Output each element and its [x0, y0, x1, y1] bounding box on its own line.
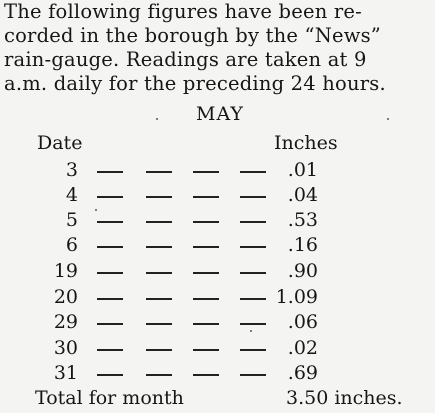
leader-dash	[240, 171, 266, 173]
leader-dash	[97, 171, 123, 173]
row-date: 20	[53, 286, 78, 308]
leader-dash	[193, 374, 219, 376]
leader-dash	[240, 349, 266, 351]
table-row: 4 .04	[0, 184, 435, 208]
total-label: Total for month	[35, 387, 184, 409]
leader-dash	[240, 374, 266, 376]
row-date: 30	[53, 337, 78, 359]
leader-dash	[240, 298, 266, 300]
leader-dash	[146, 171, 172, 173]
row-date: 4	[65, 184, 78, 206]
leader-dash	[193, 298, 219, 300]
leader-dash	[193, 221, 219, 223]
row-date: 19	[53, 260, 78, 282]
print-speck	[95, 209, 97, 211]
row-date: 6	[65, 234, 78, 256]
leader-dash	[146, 323, 172, 325]
leader-dash	[97, 349, 123, 351]
leader-dash	[193, 171, 219, 173]
row-inches: .04	[287, 184, 318, 206]
table-row: 30 .02	[0, 337, 435, 361]
leader-dash	[240, 196, 266, 198]
row-inches: .06	[287, 311, 318, 333]
intro-paragraph: The following figures have been re- cord…	[4, 0, 432, 96]
row-date: 3	[65, 159, 78, 181]
leader-dash	[240, 323, 266, 325]
table-row: 29 .06	[0, 311, 435, 335]
row-date: 31	[53, 362, 78, 384]
row-inches: .02	[287, 337, 318, 359]
leader-dash	[146, 196, 172, 198]
leader-dash	[240, 221, 266, 223]
print-speck	[387, 118, 389, 120]
leader-dash	[193, 272, 219, 274]
table-row: 5 .53	[0, 209, 435, 233]
leader-dash	[240, 272, 266, 274]
intro-line-3: rain-gauge. Readings are taken at 9	[4, 48, 367, 71]
leader-dash	[97, 298, 123, 300]
row-inches: .69	[287, 362, 318, 384]
row-date: 5	[65, 209, 78, 231]
leader-dash	[97, 221, 123, 223]
print-speck	[156, 118, 158, 120]
leader-dash	[193, 323, 219, 325]
intro-line-1: The following figures have been re-	[4, 0, 362, 23]
leader-dash	[146, 298, 172, 300]
leader-dash	[97, 246, 123, 248]
print-speck	[250, 330, 252, 332]
row-inches: .90	[287, 260, 318, 282]
table-row: 20 1.09	[0, 286, 435, 310]
date-column-header: Date	[37, 132, 83, 154]
table-row: 3 .01	[0, 159, 435, 183]
table-row: 19 .90	[0, 260, 435, 284]
leader-dash	[97, 272, 123, 274]
row-inches: .53	[287, 209, 318, 231]
leader-dash	[97, 374, 123, 376]
row-inches: .01	[287, 159, 318, 181]
leader-dash	[146, 349, 172, 351]
month-heading: MAY	[196, 103, 244, 125]
leader-dash	[240, 246, 266, 248]
intro-line-4: a.m. daily for the preceding 24 hours.	[4, 72, 386, 95]
leader-dash	[193, 349, 219, 351]
leader-dash	[193, 196, 219, 198]
row-date: 29	[53, 311, 78, 333]
leader-dash	[146, 272, 172, 274]
intro-line-2: corded in the borough by the “News”	[4, 24, 381, 47]
row-inches: .16	[287, 234, 318, 256]
inches-column-header: Inches	[274, 132, 338, 154]
leader-dash	[146, 246, 172, 248]
leader-dash	[146, 374, 172, 376]
table-row: 6 .16	[0, 234, 435, 258]
leader-dash	[193, 246, 219, 248]
leader-dash	[97, 323, 123, 325]
row-inches: 1.09	[275, 286, 318, 308]
total-value: 3.50 inches.	[286, 387, 403, 409]
leader-dash	[146, 221, 172, 223]
leader-dash	[97, 196, 123, 198]
table-row: 31 .69	[0, 362, 435, 386]
